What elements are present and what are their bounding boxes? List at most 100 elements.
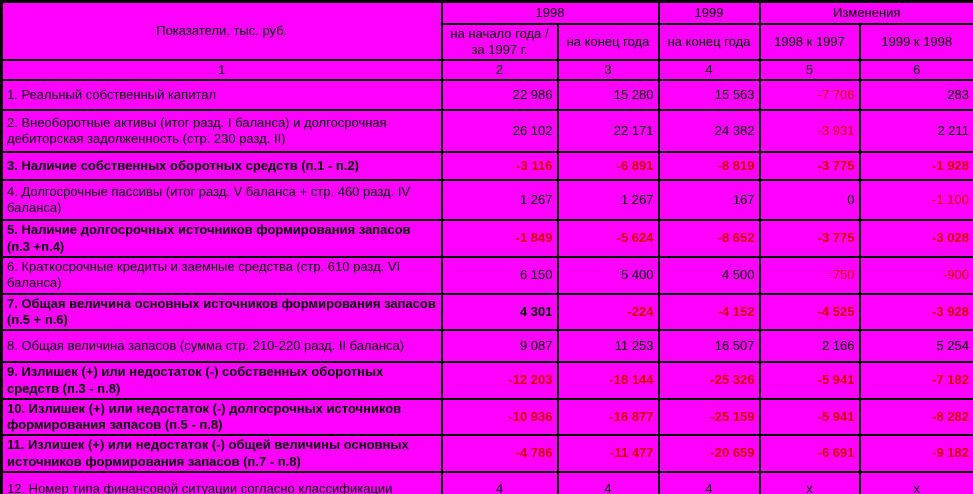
header-changes: Изменения: [758, 0, 973, 25]
value-cell: -3 775: [758, 219, 861, 258]
value-cell: 4 301: [440, 292, 559, 332]
subheader-col-3: на конец года: [556, 22, 660, 61]
value-cell: -3 028: [858, 219, 973, 258]
value-cell: -3 928: [858, 292, 973, 332]
value-cell: 2 166: [758, 329, 861, 364]
value-cell: 15 563: [657, 79, 761, 112]
column-number-3: 3: [556, 58, 660, 82]
value-cell: -12 203: [440, 361, 559, 400]
table-row-1: 1. Реальный собственный капитал 22 986 15 …: [0, 79, 973, 112]
value-cell: х: [758, 470, 861, 494]
value-cell: -224: [556, 292, 660, 332]
value-cell: -5 941: [758, 397, 861, 437]
value-cell: -7 182: [858, 361, 973, 400]
column-number-4: 4: [657, 58, 761, 82]
row-label: 3. Наличие собственных оборотных средств…: [0, 151, 443, 182]
value-cell: -25 159: [657, 397, 761, 437]
table-row-6: 6. Краткосрочные кредиты и заемные средс…: [0, 255, 973, 295]
table-row-12: 12. Номер типа финансовой ситуации согла…: [0, 470, 973, 494]
row-label: 11. Излишек (+) или недостаток (-) общей…: [0, 434, 443, 473]
header-indicators: Показатели, тыс. руб.: [0, 0, 443, 61]
value-cell: -4 786: [440, 434, 559, 473]
column-number-6: 6: [858, 58, 973, 82]
value-cell: 4: [657, 470, 761, 494]
value-cell: 1 267: [556, 179, 660, 222]
value-cell: -4 152: [657, 292, 761, 332]
value-cell: 9 087: [440, 329, 559, 364]
row-label: 10. Излишек (+) или недостаток (-) долго…: [0, 397, 443, 437]
row-label: 6. Краткосрочные кредиты и заемные средс…: [0, 255, 443, 295]
value-cell: -3 931: [758, 109, 861, 154]
column-number-2: 2: [440, 58, 559, 82]
value-cell: -900: [858, 255, 973, 295]
row-label: 8. Общая величина запасов (сумма стр. 21…: [0, 329, 443, 364]
subheader-col-4: на конец года: [657, 22, 761, 61]
value-cell: -750: [758, 255, 861, 295]
value-cell: 1 267: [440, 179, 559, 222]
value-cell: 167: [657, 179, 761, 222]
value-cell: -3 116: [440, 151, 559, 182]
row-label: 2. Внеоборотные активы (итог разд. I бал…: [0, 109, 443, 154]
row-label: 4. Долгосрочные пассивы (итог разд. V ба…: [0, 179, 443, 222]
value-cell: -11 477: [556, 434, 660, 473]
value-cell: 15 280: [556, 79, 660, 112]
row-label: 9. Излишек (+) или недостаток (-) собств…: [0, 361, 443, 400]
value-cell: -4 525: [758, 292, 861, 332]
table-row-8: 8. Общая величина запасов (сумма стр. 21…: [0, 329, 973, 364]
value-cell: 283: [858, 79, 973, 112]
value-cell: -1 928: [858, 151, 973, 182]
value-cell: -9 182: [858, 434, 973, 473]
value-cell: -6 891: [556, 151, 660, 182]
value-cell: 6 150: [440, 255, 559, 295]
value-cell: 22 986: [440, 79, 559, 112]
value-cell: 4 500: [657, 255, 761, 295]
table-row-2: 2. Внеоборотные активы (итог разд. I бал…: [0, 109, 973, 154]
value-cell: х: [858, 470, 973, 494]
value-cell: -16 877: [556, 397, 660, 437]
table-row-10: 10. Излишек (+) или недостаток (-) долго…: [0, 397, 973, 437]
table-row-11: 11. Излишек (+) или недостаток (-) общей…: [0, 434, 973, 473]
value-cell: -1 100: [858, 179, 973, 222]
value-cell: 4: [440, 470, 559, 494]
table-row-9: 9. Излишек (+) или недостаток (-) собств…: [0, 361, 973, 400]
subheader-col-6: 1999 к 1998: [858, 22, 973, 61]
value-cell: 26 102: [440, 109, 559, 154]
row-label: 1. Реальный собственный капитал: [0, 79, 443, 112]
value-cell: -8 282: [858, 397, 973, 437]
value-cell: -10 936: [440, 397, 559, 437]
table-row-5: 5. Наличие долгосрочных источников форми…: [0, 219, 973, 258]
row-label: 5. Наличие долгосрочных источников форми…: [0, 219, 443, 258]
value-cell: 5 254: [858, 329, 973, 364]
header-group-row: Показатели, тыс. руб. 1998 1999 Изменени…: [0, 0, 973, 61]
value-cell: 24 382: [657, 109, 761, 154]
value-cell: -6 691: [758, 434, 861, 473]
value-cell: 4: [556, 470, 660, 494]
value-cell: -8 652: [657, 219, 761, 258]
value-cell: 16 507: [657, 329, 761, 364]
value-cell: -8 819: [657, 151, 761, 182]
value-cell: -25 326: [657, 361, 761, 400]
value-cell: 22 171: [556, 109, 660, 154]
column-number-1: 1: [0, 58, 443, 82]
value-cell: -20 659: [657, 434, 761, 473]
value-cell: -3 775: [758, 151, 861, 182]
value-cell: 0: [758, 179, 861, 222]
value-cell: 5 400: [556, 255, 660, 295]
subheader-col-5: 1998 к 1997: [758, 22, 861, 61]
value-cell: 11 253: [556, 329, 660, 364]
value-cell: -1 849: [440, 219, 559, 258]
header-year-1998: 1998: [440, 0, 660, 25]
table-row-3: 3. Наличие собственных оборотных средств…: [0, 151, 973, 182]
value-cell: -5 624: [556, 219, 660, 258]
column-number-5: 5: [758, 58, 861, 82]
table-row-7: 7. Общая величина основных источников фо…: [0, 292, 973, 332]
header-sub-row: на начало года / за 1997 г. на конец года…: [2, 22, 973, 61]
table-row-4: 4. Долгосрочные пассивы (итог разд. V ба…: [0, 179, 973, 222]
value-cell: -7 706: [758, 79, 861, 112]
row-label: 7. Общая величина основных источников фо…: [0, 292, 443, 332]
value-cell: -5 941: [758, 361, 861, 400]
row-label: 12. Номер типа финансовой ситуации согла…: [0, 470, 443, 494]
header-year-1999: 1999: [657, 0, 761, 25]
